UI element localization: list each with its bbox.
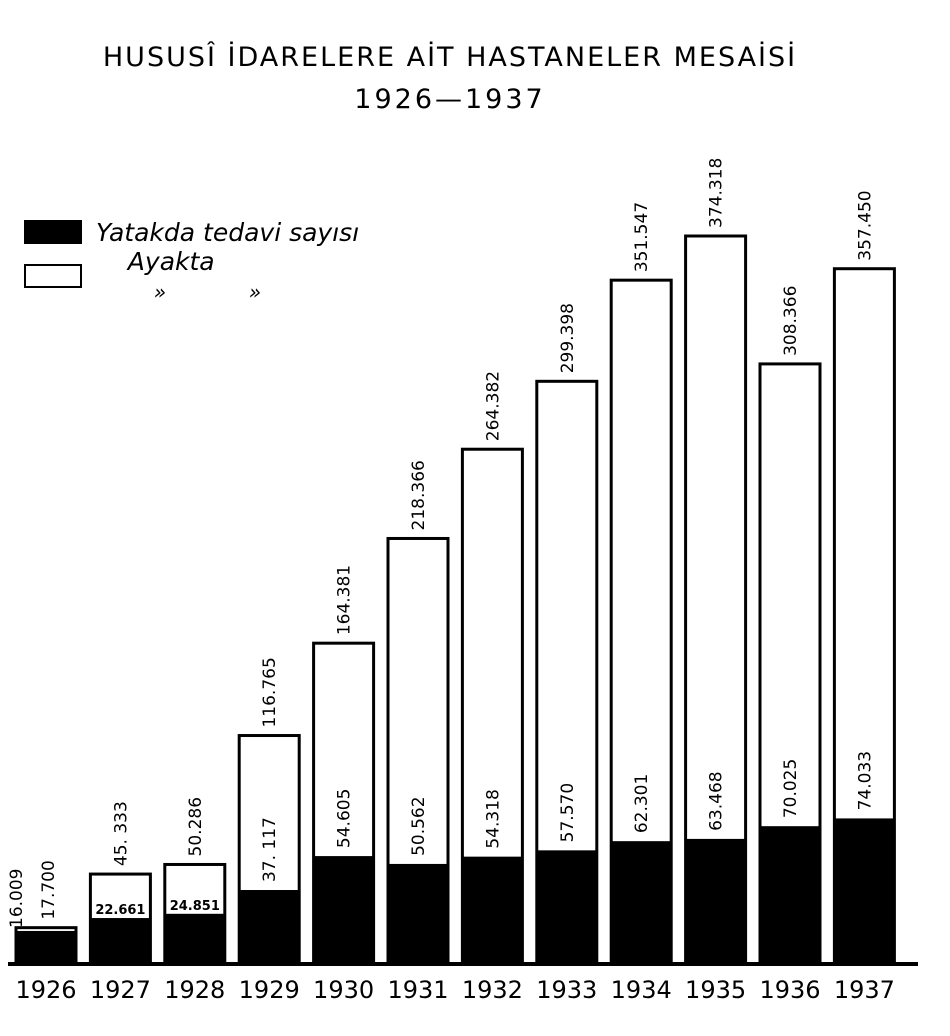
label-ayakta-1937: 357.450	[855, 190, 875, 260]
year-label-1926: 1926	[15, 976, 76, 1004]
bar-yatakda-1935	[684, 838, 747, 962]
label-ayakta-1931: 218.366	[409, 460, 429, 530]
chart-title: HUSUSÎ İDARELERE AİT HASTANELER MESAİSİ	[102, 42, 798, 73]
bar-yatakda-1927	[89, 918, 152, 962]
label-ayakta-1935: 374.318	[707, 158, 727, 228]
legend-swatch-inpatient	[24, 220, 82, 244]
bar-yatakda-1929	[238, 890, 301, 962]
label-yatakda-1936: 70.025	[781, 759, 801, 818]
bar-yatakda-1932	[461, 856, 524, 962]
legend-label-inpatient: Yatakda tedavi sayısı	[96, 217, 360, 247]
legend-item-outpatient: Ayakta » »	[24, 247, 261, 304]
year-label-1936: 1936	[759, 976, 820, 1004]
label-ayakta-1928: 50.286	[186, 797, 206, 856]
label-ayakta-1927: 45. 333	[111, 801, 131, 866]
legend-item-inpatient: Yatakda tedavi sayısı	[24, 217, 359, 247]
label-ayakta-1933: 299.398	[558, 303, 578, 373]
legend-label-outpatient: Ayakta » »	[96, 218, 261, 334]
label-yatakda-1932: 54.318	[483, 789, 503, 848]
label-yatakda-1930: 54.605	[335, 789, 355, 848]
label-yatakda-1934: 62.301	[632, 774, 652, 833]
legend-label-outpatient-ditto: » »	[153, 280, 262, 304]
bar-yatakda-1926	[15, 930, 77, 962]
label-ayakta-1930: 164.381	[335, 565, 355, 635]
label-ayakta-1932: 264.382	[483, 371, 503, 441]
chart-subtitle: 1926—1937	[354, 84, 546, 115]
year-label-1929: 1929	[239, 976, 300, 1004]
label-yatakda-1931: 50.562	[409, 796, 429, 855]
label-yatakda-1937: 74.033	[855, 751, 875, 810]
label-ayakta-1934: 351.547	[632, 202, 652, 272]
year-label-1933: 1933	[536, 976, 597, 1004]
year-label-1935: 1935	[685, 976, 746, 1004]
label-yatakda-1933: 57.570	[558, 783, 578, 842]
bar-yatakda-1931	[387, 863, 449, 962]
year-label-1937: 1937	[834, 976, 895, 1004]
year-label-1928: 1928	[164, 976, 225, 1004]
label-yatakda-1929: 37. 117	[260, 817, 280, 882]
year-label-1927: 1927	[90, 976, 151, 1004]
label-yatakda-1927: 22.661	[95, 903, 145, 918]
year-label-1930: 1930	[313, 976, 374, 1004]
year-label-1934: 1934	[611, 976, 672, 1004]
bar-yatakda-1937	[833, 818, 896, 962]
legend-swatch-outpatient	[24, 264, 82, 288]
bar-yatakda-1934	[610, 841, 673, 962]
label-ayakta-1929: 116.765	[260, 657, 280, 727]
bar-yatakda-1928	[163, 913, 226, 962]
year-label-1931: 1931	[387, 976, 448, 1004]
label-yatakda-1935: 63.468	[707, 771, 727, 830]
bar-yatakda-1936	[759, 826, 821, 962]
bar-yatakda-1930	[312, 856, 375, 962]
year-label-1932: 1932	[462, 976, 523, 1004]
label-yatakda-1928: 24.851	[170, 899, 220, 914]
legend-label-outpatient-name: Ayakta	[127, 247, 215, 276]
bar-yatakda-1933	[535, 850, 598, 962]
label-ayakta-1926: 17.700	[39, 860, 59, 919]
label-ayakta-1936: 308.366	[781, 286, 801, 356]
label-yatakda-1926: 16.009	[7, 869, 27, 928]
